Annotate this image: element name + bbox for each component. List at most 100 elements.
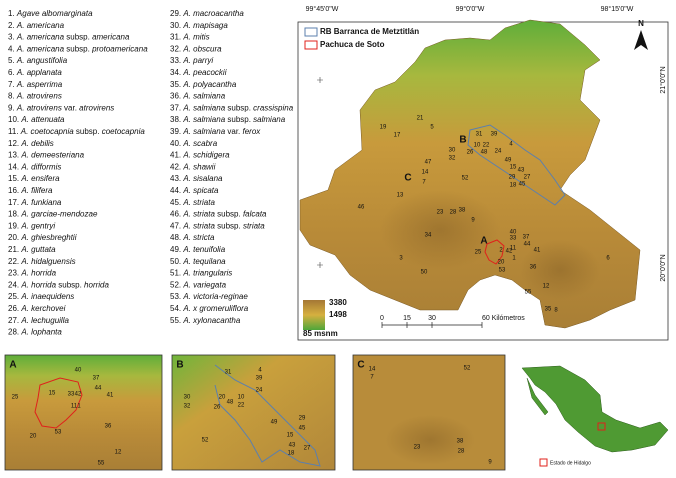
species-item: 15. A. ensifera [8,174,60,183]
species-item: 17. A. funkiana [8,198,62,207]
species-item: 7. A. asperrima [8,80,63,89]
site-label: 20 [30,434,37,440]
site-label: 15 [510,165,517,171]
species-item: 10. A. attenuata [8,115,65,124]
site-label: 5 [430,125,434,131]
species-item: 31. A. mitis [170,33,210,42]
site-label: 22 [238,403,245,409]
site-label: 25 [475,250,482,256]
site-label: 53 [55,430,62,436]
scale-label: 15 [403,315,411,322]
site-label: 44 [524,242,531,248]
site-label: 29 [509,175,516,181]
site-label: 39 [491,132,498,138]
site-label: 41 [107,393,114,399]
site-label: 1 [77,404,81,410]
elevation-label: 3380 [329,298,347,307]
species-item: 22. A. hidalguensis [8,257,76,266]
relief [385,415,475,465]
longitude-label: 99°45'0"W [306,5,339,13]
site-label: 1 [512,256,516,262]
species-item: 19. A. gentryi [8,222,55,231]
site-label: 15 [49,391,56,397]
site-label: 49 [271,420,278,426]
species-item: 13. A. demeesteriana [8,151,85,160]
site-label: 17 [394,133,401,139]
legend-swatch [304,27,318,37]
species-item: 9. A. atrovirens var. atrovirens [8,104,114,113]
site-label: 32 [449,156,456,162]
species-item: 42. A. shawii [170,163,216,172]
site-label: 15 [287,433,294,439]
species-item: 49. A. tenuifolia [170,245,226,254]
species-item: 23. A. horrida [8,269,57,278]
site-label: 13 [397,193,404,199]
species-item: 28. A. lophanta [8,328,62,337]
site-label: 49 [505,158,512,164]
site-label: 11 [510,246,517,252]
zone-label: B [459,135,466,146]
site-label: 27 [524,175,531,181]
species-item: 50. A. tequilana [170,257,226,266]
site-label: 25 [12,395,19,401]
species-item: 2. A. americana [8,21,65,30]
site-label: 20 [498,260,505,266]
site-label: 43 [289,443,296,449]
site-label: 47 [425,160,432,166]
site-label: 52 [464,366,471,372]
site-label: 19 [380,125,387,131]
site-label: 26 [214,405,221,411]
species-item: 6. A. applanata [8,68,62,77]
site-label: 9 [488,460,492,466]
site-label: 48 [227,400,234,406]
site-label: 33 [68,392,75,398]
site-label: 29 [299,416,306,422]
species-item: 25. A. inaequidens [8,292,74,301]
metztitlan-reserve [467,124,566,206]
elevation-ramp [303,300,325,330]
inset-a [4,354,163,471]
site-label: 18 [510,183,517,189]
site-label: 48 [481,150,488,156]
scale-label: 30 [428,315,436,322]
site-label: 45 [519,182,526,188]
species-item: 43. A. sisalana [170,174,223,183]
svg-text:N: N [638,19,644,28]
elevation-label: 1498 [329,310,347,319]
species-item: 29. A. macroacantha [170,9,244,18]
scale-label: 0 [380,315,384,322]
site-label: 20 [219,395,226,401]
species-item: 3. A. americana subsp. americana [8,33,130,42]
zone-label: C [404,173,411,184]
site-label: 41 [534,248,541,254]
site-label: 37 [93,376,100,382]
site-label: 37 [523,235,530,241]
site-label: 31 [225,370,232,376]
site-label: 3 [399,256,403,262]
site-label: 28 [450,210,457,216]
site-label: 30 [184,395,191,401]
legend-label: Pachuca de Soto [320,40,385,49]
site-label: 23 [414,445,421,451]
site-label: 10 [238,395,245,401]
site-label: 30 [449,148,456,154]
site-label: 55 [98,461,105,467]
relief [520,240,600,300]
site-label: 39 [256,376,263,382]
site-label: 24 [495,149,502,155]
site-label: 43 [518,168,525,174]
longitude-label: 99°0'0"W [456,5,485,13]
legend-box [302,25,412,53]
site-label: 50 [421,270,428,276]
site-label: 26 [467,150,474,156]
legend-swatch [304,40,318,50]
site-label: 36 [105,424,112,430]
pachuca-boundary [34,377,83,429]
inset-title: B [176,360,183,371]
site-label: 12 [543,284,550,290]
zone-label: A [480,236,487,247]
site-label: 11 [71,404,78,410]
species-item: 37. A. salmiana subsp. crassispina [170,104,294,113]
